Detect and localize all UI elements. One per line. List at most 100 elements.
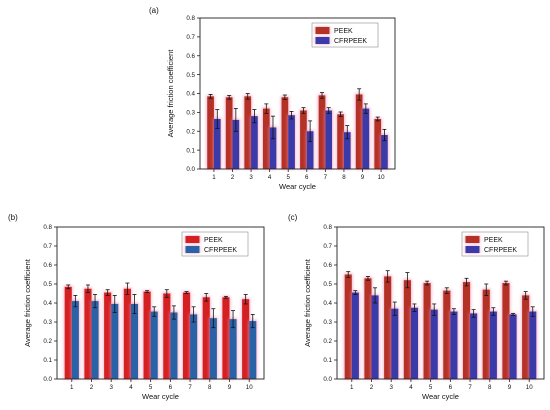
bar-peek <box>300 110 307 169</box>
y-tick-label: 0.0 <box>323 376 332 383</box>
x-axis-title: Wear cycle <box>422 392 459 401</box>
bar-cfrpeek <box>470 313 478 379</box>
bar-cfrpeek <box>306 131 314 169</box>
bar-cfrpeek <box>71 301 79 379</box>
bar-cfrpeek <box>130 303 139 379</box>
bar-cfrpeek <box>489 311 497 379</box>
x-tick-label: 1 <box>70 384 74 391</box>
bar-cfrpeek <box>190 314 198 379</box>
x-tick-label: 2 <box>370 384 374 391</box>
x-tick-label: 1 <box>350 384 354 391</box>
plot-frame <box>336 226 545 380</box>
bar-peek <box>207 96 214 169</box>
bar-cfrpeek <box>209 318 217 379</box>
bar-peek <box>462 282 471 379</box>
y-tick-label: 0.1 <box>323 357 332 364</box>
x-tick-label: 9 <box>228 384 232 391</box>
panel-label: (c) <box>288 213 298 222</box>
bar-peek <box>182 292 191 379</box>
chart-a-svg: (a) 0.0 0.1 0.2 0.3 0.4 0.5 0.6 0.7 0.8 1 2 3 4 5 6 7 8 9 1… <box>149 6 396 191</box>
bar-cfrpeek <box>450 311 458 379</box>
x-tick-label: 4 <box>409 384 413 391</box>
bar-peek <box>104 292 112 379</box>
bar-cfrpeek <box>381 135 388 169</box>
bar-cfrpeek <box>343 132 351 169</box>
bar-peek <box>403 280 411 379</box>
bar-peek <box>502 283 510 379</box>
bar-peek <box>84 288 92 379</box>
y-tick-label: 0.7 <box>323 243 332 250</box>
bar-peek <box>222 297 230 379</box>
legend-peek-swatch <box>185 236 200 243</box>
y-axis-title: Average friction coefficient <box>303 258 312 347</box>
x-tick-label: 10 <box>526 384 533 391</box>
bar-cfrpeek <box>362 108 370 169</box>
bar-cfrpeek <box>371 295 379 379</box>
y-tick-label: 0.1 <box>43 357 52 364</box>
bar-peek <box>225 97 233 169</box>
y-axis-title: Average friction coefficient <box>23 258 32 347</box>
bar-cfrpeek <box>430 309 438 379</box>
x-axis-title: Wear cycle <box>279 182 316 191</box>
y-tick-label: 0.4 <box>323 300 332 307</box>
x-tick-label: 10 <box>246 384 253 391</box>
y-tick-label: 0.8 <box>186 15 195 22</box>
y-tick-label: 0.4 <box>186 91 195 98</box>
y-tick-label: 0.6 <box>323 262 332 269</box>
panel-label: (b) <box>8 213 18 222</box>
x-tick-label: 7 <box>188 384 192 391</box>
x-tick-label: 4 <box>268 174 272 181</box>
y-tick-label: 0.7 <box>43 243 52 250</box>
y-tick-label: 0.6 <box>43 262 52 269</box>
x-tick-label: 1 <box>212 174 216 181</box>
bar-cfrpeek <box>509 314 517 379</box>
x-tick-label: 7 <box>468 384 472 391</box>
bar-peek <box>262 108 270 169</box>
bar-cfrpeek <box>232 119 240 169</box>
x-tick-label: 8 <box>488 384 492 391</box>
x-tick-label: 8 <box>208 384 212 391</box>
bar-peek <box>163 293 171 379</box>
bar-peek <box>384 276 392 379</box>
x-tick-label: 3 <box>249 174 253 181</box>
chart-panel-c: (c) 0.0 0.1 0.2 0.3 0.4 0.5 0.6 0.7 0.8 1 2 3 4 5 6 7 8 9 1… <box>282 211 550 405</box>
legend-cfrpeek-label: CFRPEEK <box>334 38 367 45</box>
bar-cfrpeek <box>529 311 537 379</box>
bar-peek <box>242 299 250 379</box>
bar-cfrpeek <box>229 319 237 379</box>
bar-cfrpeek <box>91 301 99 379</box>
x-tick-label: 5 <box>429 384 433 391</box>
legend-cfrpeek-label: CFRPEEK <box>484 247 517 254</box>
bar-peek <box>374 118 382 169</box>
legend-peek-swatch <box>465 236 480 243</box>
legend-peek-label: PEEK <box>334 28 353 35</box>
x-tick-label: 7 <box>324 174 328 181</box>
x-tick-label: 5 <box>149 384 153 391</box>
bar-cfrpeek <box>249 321 257 379</box>
bar-cfrpeek <box>170 312 178 379</box>
bar-cfrpeek <box>325 110 333 169</box>
plot-frame <box>56 226 265 380</box>
bar-peek <box>423 283 431 379</box>
y-tick-label: 0.6 <box>186 53 195 60</box>
x-tick-label: 2 <box>90 384 94 391</box>
x-tick-label: 6 <box>305 174 309 181</box>
legend-cfrpeek-swatch <box>465 246 480 253</box>
bar-peek <box>364 278 372 379</box>
x-tick-label: 5 <box>286 174 290 181</box>
legend-cfrpeek-swatch <box>315 37 330 44</box>
legend-peek-swatch <box>315 27 330 34</box>
chart-panel-a: (a) 0.0 0.1 0.2 0.3 0.4 0.5 0.6 0.7 0.8 1 2 3 4 5 6 7 8 9 1… <box>145 3 405 195</box>
x-tick-label: 6 <box>449 384 453 391</box>
y-tick-label: 0.8 <box>323 224 332 231</box>
bar-peek <box>244 96 252 169</box>
bar-peek <box>318 95 326 169</box>
x-tick-label: 9 <box>361 174 365 181</box>
y-tick-label: 0.7 <box>186 34 195 41</box>
panel-label: (a) <box>149 6 159 15</box>
y-tick-label: 0.5 <box>323 281 332 288</box>
legend-cfrpeek-swatch <box>185 246 200 253</box>
bar-peek <box>64 286 72 379</box>
legend-peek-label: PEEK <box>484 237 503 244</box>
y-tick-label: 0.0 <box>43 376 52 383</box>
